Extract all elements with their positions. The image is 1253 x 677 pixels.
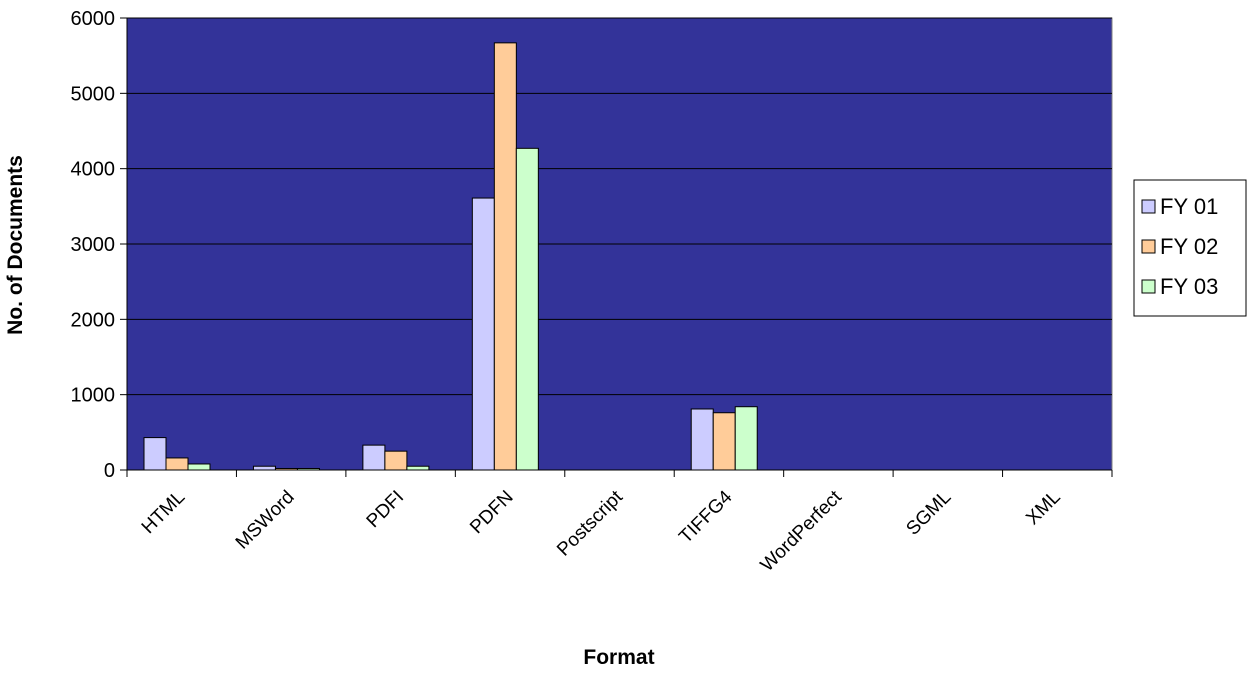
bar-fy-02 (165, 457, 189, 471)
bar-fy-02 (384, 450, 408, 471)
x-tick-label: PDFN (466, 487, 517, 538)
bar-fy-01 (143, 437, 167, 471)
x-tick-label: WordPerfect (757, 486, 847, 576)
x-tick-label: Postscript (553, 486, 627, 560)
x-tick-label: SGML (902, 487, 955, 540)
bar-fy-01 (690, 408, 714, 471)
y-tick-label: 1000 (71, 385, 116, 407)
y-tick-label: 2000 (71, 309, 116, 331)
bar-fy-01 (252, 465, 276, 471)
y-tick-labels: 0 1000 2000 3000 4000 5000 6000 (71, 8, 116, 482)
y-axis-title: No. of Documents (4, 155, 27, 335)
x-tick-labels: HTML MSWord PDFI PDFN Postscript TIFFG4 WordPe… (138, 486, 1065, 576)
x-tick-label: MSWord (232, 487, 299, 554)
bar-fy-03 (734, 406, 758, 471)
legend: FY 01 FY 02 FY 03 (1133, 179, 1247, 317)
y-tick-label: 0 (104, 460, 115, 482)
legend-label: FY 03 (1160, 274, 1218, 299)
bar-fy-03 (515, 147, 539, 471)
x-tick-label: TIFFG4 (675, 486, 736, 547)
x-tick-label: HTML (138, 487, 189, 538)
gridlines (127, 17, 1112, 396)
x-tick-label: PDFI (363, 487, 408, 532)
legend-swatch (1141, 239, 1156, 254)
x-tick-label: XML (1022, 487, 1064, 529)
bar-fy-01 (471, 197, 495, 471)
y-tick-label: 4000 (71, 159, 116, 181)
legend-swatch (1141, 199, 1156, 214)
bar-fy-03 (187, 463, 211, 471)
legend-label: FY 02 (1160, 234, 1218, 259)
legend-swatch (1141, 279, 1156, 294)
y-tick-label: 6000 (71, 8, 116, 30)
bar-fy-01 (362, 444, 386, 471)
x-axis-title: Format (583, 646, 654, 669)
bar-fy-02 (493, 42, 517, 471)
legend-label: FY 01 (1160, 194, 1218, 219)
bar-fy-03 (406, 465, 430, 471)
axes (120, 17, 1113, 477)
bar-fy-02 (712, 412, 736, 471)
y-tick-label: 3000 (71, 234, 116, 256)
y-tick-label: 5000 (71, 83, 116, 105)
bars (143, 42, 758, 471)
